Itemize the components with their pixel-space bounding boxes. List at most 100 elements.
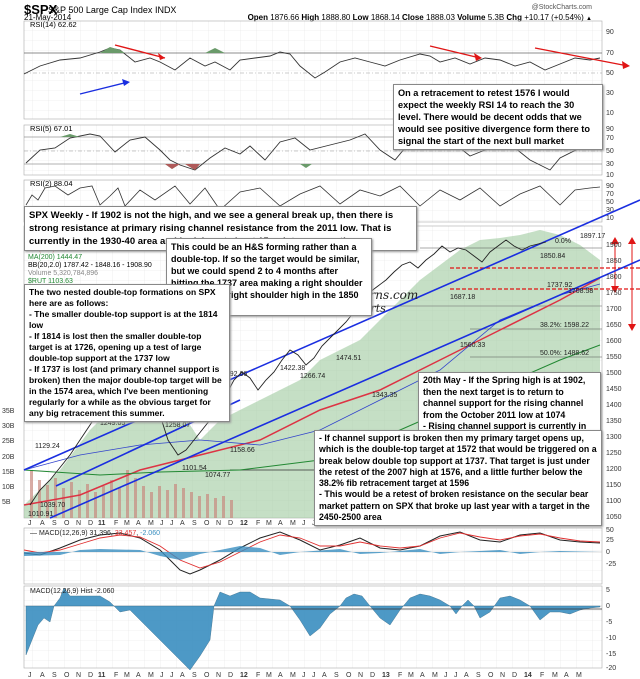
rsi5-label: RSI(5) 67.01 xyxy=(30,124,73,133)
svg-text:A: A xyxy=(180,520,185,527)
svg-text:O: O xyxy=(204,672,210,679)
svg-text:A: A xyxy=(136,520,141,527)
svg-text:A: A xyxy=(322,672,327,679)
svg-text:1897.17: 1897.17 xyxy=(580,233,605,240)
svg-text:14: 14 xyxy=(524,672,532,679)
svg-text:-15: -15 xyxy=(606,651,616,658)
svg-text:D: D xyxy=(228,672,233,679)
rsi2-label: RSI(2) 88.04 xyxy=(30,179,73,188)
legend-volume: Volume 5,320,784,896 xyxy=(28,270,99,277)
svg-text:A: A xyxy=(564,672,569,679)
quote-bar: Open 1876.66 High 1888.80 Low 1868.14 Cl… xyxy=(248,13,592,22)
svg-text:5B: 5B xyxy=(2,499,11,506)
index-name-text: S&P 500 Large Cap Index xyxy=(48,5,153,15)
svg-text:O: O xyxy=(64,672,70,679)
symbol: $SPX xyxy=(24,2,58,17)
svg-text:10: 10 xyxy=(606,172,614,179)
svg-text:1650: 1650 xyxy=(606,322,622,329)
svg-text:J: J xyxy=(312,520,316,527)
svg-text:N: N xyxy=(500,672,505,679)
low-label: Low xyxy=(352,13,369,22)
svg-text:1687.18: 1687.18 xyxy=(450,294,475,301)
svg-text:A: A xyxy=(278,520,283,527)
svg-text:D: D xyxy=(88,672,93,679)
svg-text:1708.58: 1708.58 xyxy=(568,288,593,295)
svg-text:10: 10 xyxy=(606,110,614,117)
svg-text:D: D xyxy=(370,672,375,679)
svg-text:1737.92: 1737.92 xyxy=(547,282,572,289)
svg-text:1343.35: 1343.35 xyxy=(372,392,397,399)
svg-text:35B: 35B xyxy=(2,408,15,415)
svg-text:1750: 1750 xyxy=(606,290,622,297)
svg-text:50: 50 xyxy=(606,148,614,155)
svg-text:30: 30 xyxy=(606,207,614,214)
svg-text:5: 5 xyxy=(606,587,610,594)
svg-text:M: M xyxy=(576,672,582,679)
svg-text:A: A xyxy=(420,672,425,679)
svg-text:1300: 1300 xyxy=(606,434,622,441)
svg-text:D: D xyxy=(512,672,517,679)
svg-text:J: J xyxy=(454,672,458,679)
up-triangle-icon: ▲ xyxy=(586,16,592,22)
close-value: 1888.03 xyxy=(426,13,455,22)
svg-text:38.2%: 1598.22: 38.2%: 1598.22 xyxy=(540,322,589,329)
high-value: 1888.80 xyxy=(321,13,351,22)
volume-value: 5.3B xyxy=(487,13,505,22)
svg-text:F: F xyxy=(114,520,118,527)
svg-text:0.0%: 0.0% xyxy=(555,238,571,245)
svg-text:M: M xyxy=(290,672,296,679)
svg-text:50: 50 xyxy=(606,199,614,206)
svg-text:S: S xyxy=(52,520,57,527)
x-axis-bottom: J A S O N D 11 F M A M J J A S O N D 12 F M A M J J A S O N D 13 F M A M J J… xyxy=(28,672,582,679)
svg-text:M: M xyxy=(266,672,272,679)
svg-text:25B: 25B xyxy=(2,438,15,445)
svg-text:S: S xyxy=(192,520,197,527)
macd-label: — MACD(12,26,9) 31.396, 33.457, -2.060 xyxy=(30,530,160,537)
svg-text:D: D xyxy=(228,520,233,527)
open-label: Open xyxy=(247,13,269,22)
svg-text:1100: 1100 xyxy=(606,498,621,505)
svg-text:J: J xyxy=(444,672,448,679)
svg-text:1101.54: 1101.54 xyxy=(182,465,207,472)
svg-text:90: 90 xyxy=(606,183,614,190)
svg-text:1500: 1500 xyxy=(606,370,622,377)
svg-text:1422.38: 1422.38 xyxy=(280,365,305,372)
svg-text:O: O xyxy=(488,672,494,679)
svg-text:1350: 1350 xyxy=(606,418,622,425)
svg-text:M: M xyxy=(148,672,154,679)
svg-text:1050: 1050 xyxy=(606,514,622,521)
svg-text:S: S xyxy=(192,672,197,679)
legend-ma200: MA(200) 1444.47 xyxy=(28,254,83,261)
chg-label: Chg xyxy=(506,13,522,22)
svg-text:A: A xyxy=(180,672,185,679)
svg-text:D: D xyxy=(88,520,93,527)
svg-text:F: F xyxy=(114,672,118,679)
svg-text:N: N xyxy=(358,672,363,679)
svg-text:1800: 1800 xyxy=(606,274,622,281)
svg-text:N: N xyxy=(216,520,221,527)
svg-text:1010.91: 1010.91 xyxy=(28,511,53,518)
svg-text:1400: 1400 xyxy=(606,402,622,409)
legend-rut: $RUT 1103.63 xyxy=(28,278,73,285)
svg-text:1474.51: 1474.51 xyxy=(336,355,361,362)
svg-text:1250: 1250 xyxy=(606,450,622,457)
svg-text:10B: 10B xyxy=(2,484,15,491)
svg-text:M: M xyxy=(432,672,438,679)
svg-text:J: J xyxy=(302,672,306,679)
svg-text:70: 70 xyxy=(606,135,614,142)
rsi-retracement-note: On a retracement to retest 1576 I would … xyxy=(393,84,603,150)
rsi5-panel: RSI(5) 67.01 90 70 50 30 10 xyxy=(23,124,614,179)
svg-text:12: 12 xyxy=(240,520,248,527)
svg-text:1292.66: 1292.66 xyxy=(222,371,247,378)
svg-text:J: J xyxy=(160,672,164,679)
svg-text:1074.77: 1074.77 xyxy=(205,472,230,479)
index-name: S&P 500 Large Cap Index INDX xyxy=(48,5,176,15)
exchange: INDX xyxy=(154,5,177,15)
volume-label: Volume xyxy=(457,13,486,22)
svg-text:10: 10 xyxy=(606,215,614,222)
low-value: 1868.14 xyxy=(370,13,400,22)
svg-text:M: M xyxy=(408,672,414,679)
svg-text:M: M xyxy=(266,520,272,527)
svg-text:1158.66: 1158.66 xyxy=(230,447,255,454)
macd-panel: — MACD(12,26,9) 31.396, 33.457, -2.060 5… xyxy=(23,527,616,585)
